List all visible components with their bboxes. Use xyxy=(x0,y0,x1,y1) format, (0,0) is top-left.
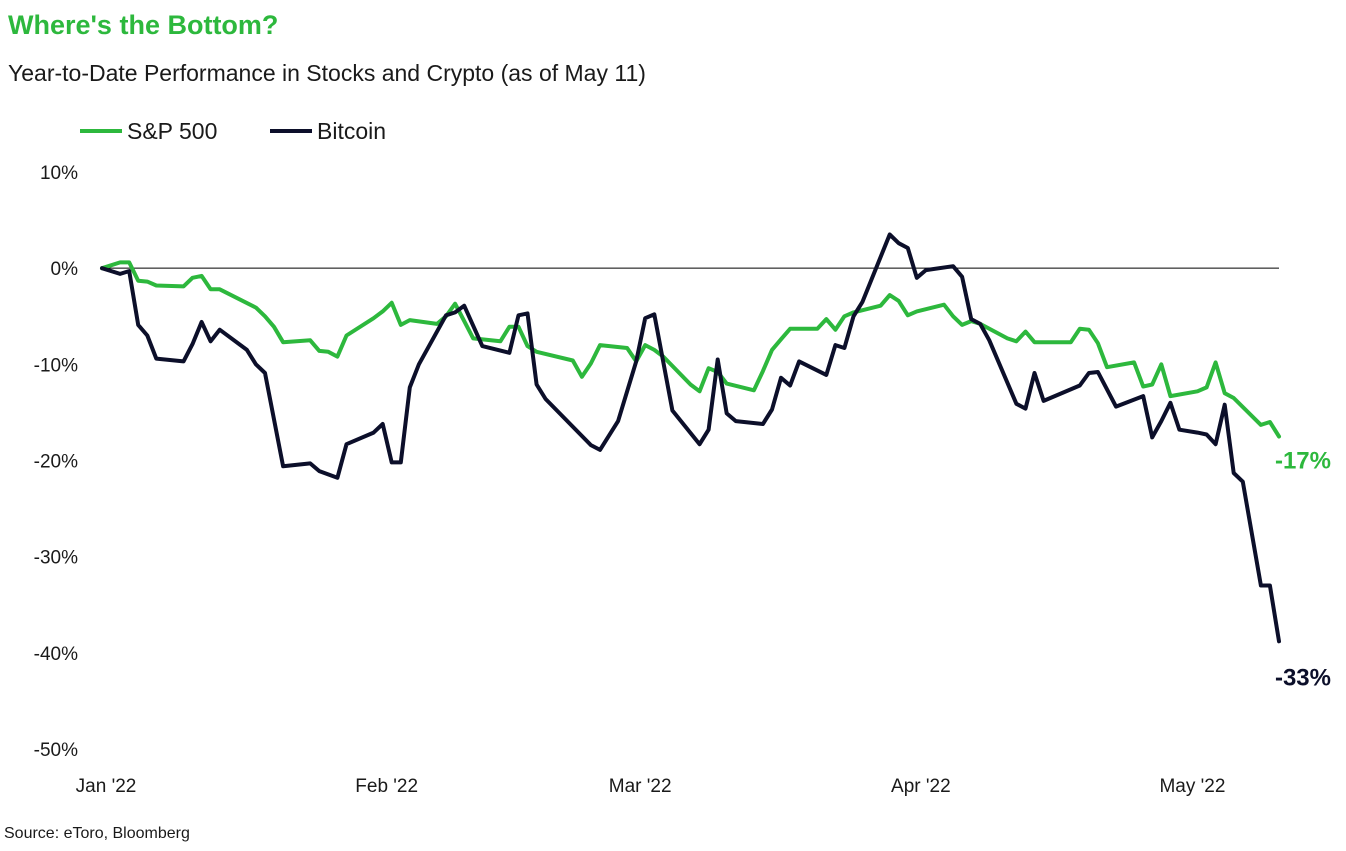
x-axis: Jan '22 Feb '22 Mar '22 Apr '22 May '22 xyxy=(76,776,1226,797)
x-tick-label: May '22 xyxy=(1159,776,1225,797)
series-line-sp500 xyxy=(100,260,1281,439)
x-tick-label: Jan '22 xyxy=(76,776,137,797)
y-tick-label: -40% xyxy=(34,644,78,665)
x-tick-label: Apr '22 xyxy=(891,776,951,797)
y-tick-label: -20% xyxy=(34,452,78,473)
y-tick-label: -10% xyxy=(34,355,78,376)
legend-label-bitcoin: Bitcoin xyxy=(317,118,386,144)
legend: S&P 500 Bitcoin xyxy=(80,118,386,144)
y-tick-label: -50% xyxy=(34,740,78,761)
y-tick-label: 0% xyxy=(51,259,79,280)
source-note: Source: eToro, Bloomberg xyxy=(4,825,190,842)
series-layer xyxy=(100,232,1281,644)
chart-title: Where's the Bottom? xyxy=(8,10,279,40)
y-axis: 10% 0% -10% -20% -30% -40% -50% xyxy=(34,163,78,761)
y-tick-label: 10% xyxy=(40,163,78,184)
x-tick-label: Feb '22 xyxy=(355,776,418,797)
series-line-bitcoin xyxy=(100,232,1281,644)
end-label-sp500: -17% xyxy=(1275,447,1331,474)
end-labels: -17% -33% xyxy=(1275,447,1331,691)
chart-subtitle: Year-to-Date Performance in Stocks and C… xyxy=(8,60,646,86)
x-tick-label: Mar '22 xyxy=(609,776,672,797)
end-label-bitcoin: -33% xyxy=(1275,664,1331,691)
legend-label-sp500: S&P 500 xyxy=(127,118,217,144)
y-tick-label: -30% xyxy=(34,548,78,569)
